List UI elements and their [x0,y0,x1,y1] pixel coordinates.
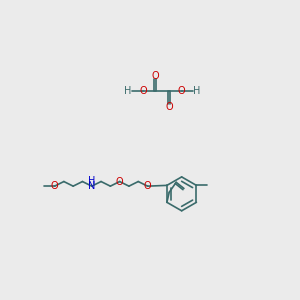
Text: H: H [193,86,200,96]
Text: O: O [165,102,173,112]
Text: H: H [88,176,95,186]
Text: O: O [51,181,58,191]
Text: O: O [152,71,159,81]
Text: O: O [116,176,124,187]
Text: O: O [144,181,152,191]
Text: O: O [178,86,185,96]
Text: O: O [139,86,147,96]
Text: N: N [88,181,95,191]
Text: H: H [124,86,132,96]
